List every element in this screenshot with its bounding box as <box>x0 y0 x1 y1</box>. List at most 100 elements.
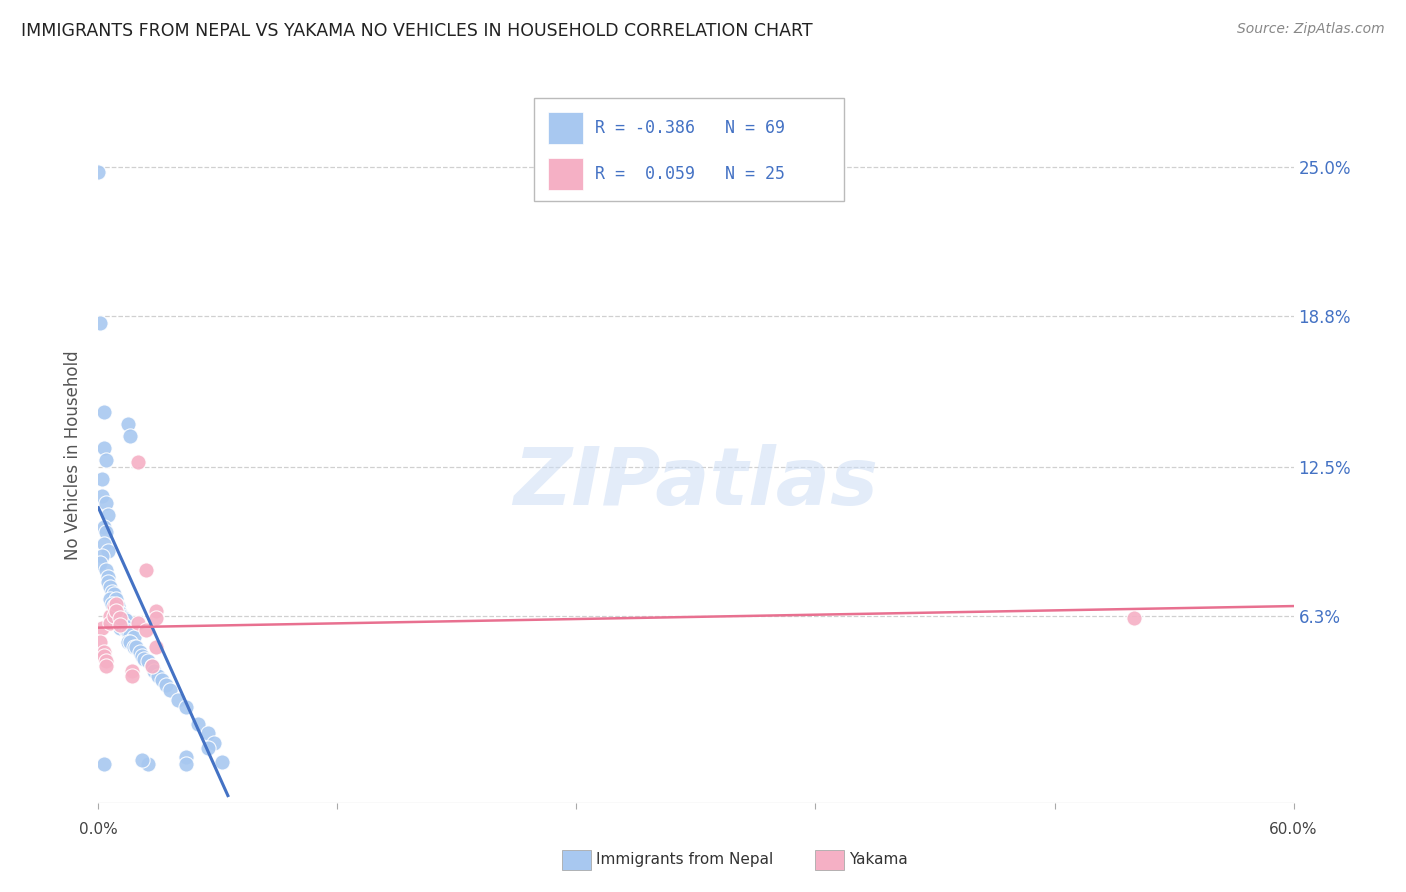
Point <box>107 604 129 618</box>
Point <box>103 608 125 623</box>
Point <box>145 604 167 618</box>
Point <box>110 618 132 632</box>
Y-axis label: No Vehicles in Household: No Vehicles in Household <box>65 350 83 560</box>
Point <box>107 615 129 630</box>
Point <box>134 652 156 666</box>
Point <box>120 428 142 442</box>
Point <box>125 640 148 654</box>
Point <box>100 608 122 623</box>
Point <box>120 635 142 649</box>
Point <box>174 750 197 764</box>
Point <box>103 599 125 613</box>
Point <box>91 472 114 486</box>
Point <box>211 755 233 769</box>
Point <box>131 649 153 664</box>
Point <box>145 611 167 625</box>
Point <box>112 611 135 625</box>
Point <box>197 740 219 755</box>
Text: R = -0.386   N = 69: R = -0.386 N = 69 <box>595 119 785 136</box>
Text: 60.0%: 60.0% <box>1270 822 1317 837</box>
Point <box>197 726 219 740</box>
Point <box>111 608 134 623</box>
Point <box>117 417 139 431</box>
Point <box>97 544 120 558</box>
Point <box>1123 611 1146 625</box>
Point <box>115 623 138 637</box>
Point <box>136 654 159 668</box>
Point <box>107 599 129 613</box>
Point <box>187 716 209 731</box>
Point <box>174 757 197 772</box>
Point <box>120 628 142 642</box>
Point <box>111 615 134 630</box>
Point <box>97 575 120 590</box>
Point <box>110 607 132 621</box>
Text: Source: ZipAtlas.com: Source: ZipAtlas.com <box>1237 22 1385 37</box>
Point <box>89 635 111 649</box>
Text: Yakama: Yakama <box>849 853 908 867</box>
Point <box>91 549 114 563</box>
Point <box>131 753 153 767</box>
Point <box>141 659 163 673</box>
Point <box>115 614 138 628</box>
Point <box>96 496 118 510</box>
Point <box>167 692 190 706</box>
Point <box>143 664 166 678</box>
Point <box>96 524 118 539</box>
Point <box>136 757 159 772</box>
Point <box>105 601 128 615</box>
Point <box>121 664 143 678</box>
Point <box>96 563 118 577</box>
Point <box>148 668 170 682</box>
Text: ZIPatlas: ZIPatlas <box>513 443 879 522</box>
Point <box>129 645 152 659</box>
Point <box>159 683 181 698</box>
Point <box>145 640 167 654</box>
Point <box>89 316 111 330</box>
Point <box>93 441 115 455</box>
Point <box>110 611 132 625</box>
Point <box>121 668 143 682</box>
Point <box>93 405 115 419</box>
Point <box>174 699 197 714</box>
Point <box>127 455 149 469</box>
Point <box>93 645 115 659</box>
Point <box>150 673 173 688</box>
Point <box>135 563 157 577</box>
Point <box>124 630 146 644</box>
Point <box>93 537 115 551</box>
Point <box>103 587 125 601</box>
Point <box>100 580 122 594</box>
Point <box>105 597 128 611</box>
Point <box>110 611 132 625</box>
Point <box>141 659 163 673</box>
Point <box>155 678 177 692</box>
Point <box>135 623 157 637</box>
Point <box>93 520 115 534</box>
Point <box>100 591 122 606</box>
Point <box>101 597 124 611</box>
Point <box>101 584 124 599</box>
Point <box>96 659 118 673</box>
Point <box>93 757 115 772</box>
Point <box>117 625 139 640</box>
Point <box>93 649 115 664</box>
Text: R =  0.059   N = 25: R = 0.059 N = 25 <box>595 165 785 183</box>
Point <box>110 621 132 635</box>
Point <box>96 654 118 668</box>
Point <box>127 615 149 630</box>
Point <box>105 591 128 606</box>
Text: IMMIGRANTS FROM NEPAL VS YAKAMA NO VEHICLES IN HOUSEHOLD CORRELATION CHART: IMMIGRANTS FROM NEPAL VS YAKAMA NO VEHIC… <box>21 22 813 40</box>
Point <box>124 640 146 654</box>
Point <box>96 452 118 467</box>
Point <box>89 556 111 570</box>
Point <box>117 635 139 649</box>
Point <box>112 618 135 632</box>
Point <box>91 489 114 503</box>
Point <box>87 165 110 179</box>
Point <box>103 608 125 623</box>
Point <box>100 615 122 630</box>
Text: 0.0%: 0.0% <box>79 822 118 837</box>
Point <box>91 621 114 635</box>
Text: Immigrants from Nepal: Immigrants from Nepal <box>596 853 773 867</box>
